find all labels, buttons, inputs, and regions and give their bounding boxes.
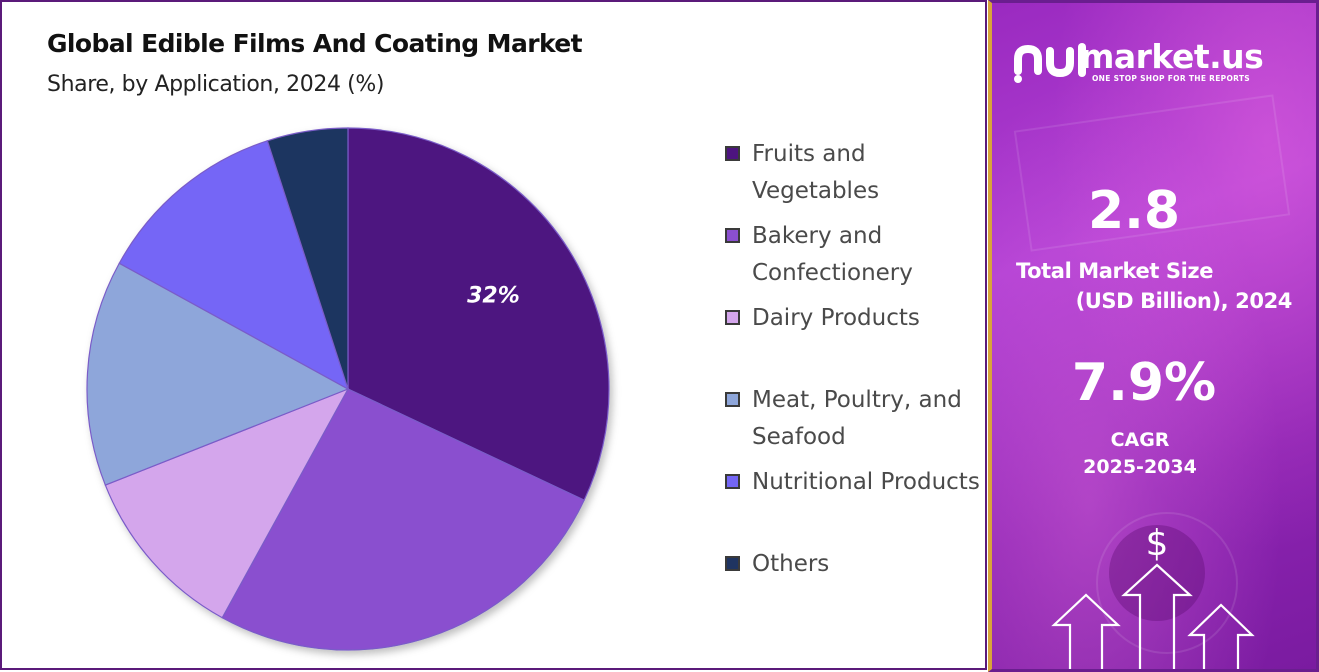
arrow-up-icon [1051,593,1121,669]
legend-item: Others [725,546,982,583]
legend-label: Bakery and Confectionery [752,223,913,286]
pie-chart: 32% [86,127,610,651]
dollar-icon: $ [1146,523,1169,564]
brand-tagline: ONE STOP SHOP FOR THE REPORTS [1092,74,1250,83]
legend-label: Fruits and Vegetables [752,141,880,204]
market-size-label-line2: (USD Billion), 2024 [1075,289,1293,313]
market-us-logo-icon [1014,43,1086,83]
pie-slice [86,262,350,486]
legend-swatch [725,556,740,571]
pie-slice [347,127,610,501]
legend-swatch [725,392,740,407]
arrow-up-icon [1187,603,1255,669]
cagr-label-line2: 2025-2034 [1083,456,1197,478]
legend-item: Bakery and Confectionery [725,218,982,292]
legend-swatch [725,228,740,243]
legend-item: Meat, Poultry, and Seafood [725,382,982,456]
cagr-value: 7.9% [1071,353,1217,413]
cagr-label: CAGR 2025-2034 [992,427,1302,481]
pie-slice [266,127,349,390]
legend-label: Meat, Poultry, and Seafood [752,387,962,450]
pie-slice [104,387,350,619]
legend-label: Nutritional Products [752,469,980,495]
chart-card: Global Edible Films And Coating Market S… [0,0,987,670]
legend-swatch [725,310,740,325]
market-size-value: 2.8 [1087,181,1181,241]
market-size-label: Total Market Size (USD Billion), 2024 [992,256,1292,316]
cagr-label-line1: CAGR [1110,429,1170,451]
chart-subtitle: Share, by Application, 2024 (%) [47,72,385,97]
legend-item: Fruits and Vegetables [725,136,982,210]
coin-circle [1109,525,1205,621]
market-size-label-line1: Total Market Size [1016,259,1214,283]
arrow-up-icon [1121,563,1193,669]
legend-item: Dairy Products [725,300,982,337]
chart-title: Global Edible Films And Coating Market [47,29,583,58]
brand-name: market.us [1080,37,1264,76]
legend-label: Others [752,551,830,577]
legend-swatch [725,146,740,161]
legend-swatch [725,474,740,489]
pie-slice [118,140,350,391]
legend-item: Nutritional Products [725,464,982,501]
brand-panel: $ market.us ONE STOP SHOP FOR THE REPORT… [988,0,1319,672]
growth-arrows-illustration: $ [1013,94,1291,669]
pie-data-label: 32% [467,284,520,309]
legend-label: Dairy Products [752,305,920,331]
